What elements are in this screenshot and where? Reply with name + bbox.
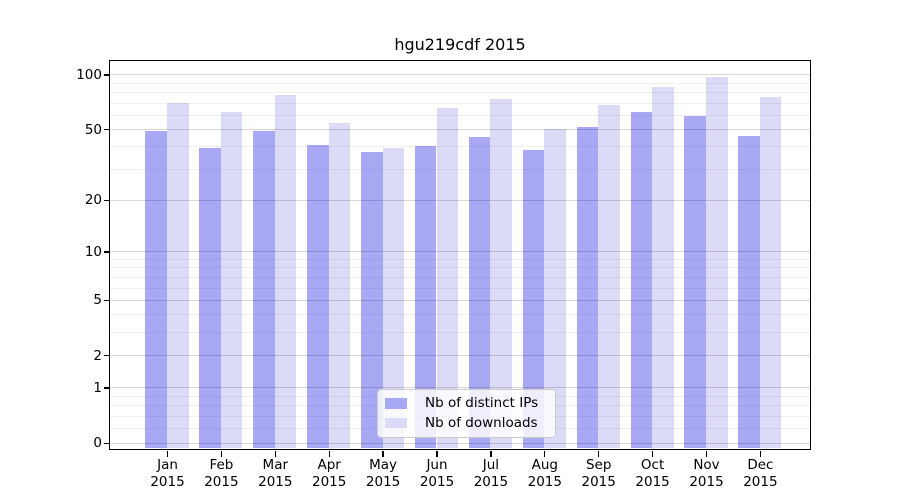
bar-downloads-jul [490,99,512,449]
x-tick-year: 2015 [150,473,185,490]
x-tick-label: Oct 2015 [621,457,685,490]
x-tick-mark [544,450,546,457]
x-tick-year: 2015 [419,473,455,490]
y-tick-mark [103,128,110,131]
x-tick-label: May 2015 [351,457,415,490]
x-tick-year: 2015 [689,473,724,490]
bar-ips-nov [684,116,706,449]
x-tick-month: Feb [209,457,234,473]
x-tick-year: 2015 [258,473,293,490]
x-tick-month: Jun [426,457,448,473]
bar-downloads-mar [274,95,297,449]
bar-ips-oct [630,112,653,449]
bar-ips-dec [738,135,760,449]
x-tick-mark [490,450,492,457]
x-tick-year: 2015 [635,473,670,490]
bar-downloads-nov [706,76,728,449]
y-tick-mark [103,199,110,201]
legend-label-distinct-ips: Nb of distinct IPs [425,395,539,412]
y-tick-label: 10 [84,243,102,260]
legend: Nb of distinct IPs Nb of downloads [377,388,556,438]
x-tick-label: Jan 2015 [136,457,200,490]
x-tick-mark [436,450,438,457]
plot-area: Nb of distinct IPs Nb of downloads [109,59,811,450]
bar-downloads-jan [167,102,189,449]
bar-ips-sep [576,127,599,449]
y-tick-mark [103,251,110,253]
x-tick-label: Apr 2015 [297,457,361,490]
x-tick-month: May [369,457,398,473]
x-tick-year: 2015 [473,473,509,490]
x-tick-year: 2015 [365,473,401,490]
y-tick-label: 5 [93,292,102,309]
x-tick-month: Oct [640,457,665,473]
bar-ips-jun [414,146,437,449]
x-tick-month: Mar [262,457,289,473]
x-tick-year: 2015 [743,473,778,490]
bar-ips-mar [253,130,275,449]
x-tick-mark [598,450,600,457]
x-tick-label: Dec 2015 [728,457,792,490]
x-tick-mark [166,450,169,457]
x-tick-mark [220,450,223,457]
bar-ips-feb [199,148,221,449]
x-tick-label: Nov 2015 [675,457,739,490]
y-tick-label: 2 [93,347,102,364]
legend-swatch-distinct-ips [385,398,407,409]
y-tick-label: 0 [93,435,102,452]
x-tick-label: Jun 2015 [405,457,469,490]
bar-downloads-apr [328,122,351,449]
x-tick-month: Nov [693,457,720,473]
y-tick-mark [103,387,110,389]
x-tick-label: Sep 2015 [567,457,631,490]
y-tick-label: 50 [84,121,102,138]
x-tick-month: Sep [585,457,612,473]
bar-downloads-may [382,148,405,449]
legend-label-downloads: Nb of downloads [425,414,538,431]
x-tick-year: 2015 [204,473,239,490]
x-tick-month: Jan [157,457,178,473]
y-tick-mark [103,354,110,357]
x-tick-mark [274,450,276,457]
x-tick-mark [759,450,762,457]
x-tick-month: Dec [747,457,774,473]
x-tick-label: Aug 2015 [513,457,577,490]
bar-downloads-feb [220,112,243,449]
legend-swatch-downloads [385,417,407,428]
bar-ips-apr [307,144,329,449]
legend-item-distinct-ips: Nb of distinct IPs [385,394,547,414]
y-tick-label: 20 [84,192,102,209]
x-tick-month: Apr [317,457,341,473]
bar-downloads-jun [436,108,459,449]
x-tick-mark [328,450,330,457]
x-tick-label: Mar 2015 [243,457,307,490]
bar-ips-jul [468,137,491,449]
x-tick-year: 2015 [527,473,562,490]
y-tick-mark [103,74,110,76]
bar-downloads-sep [598,104,620,449]
x-tick-month: Jul [482,457,500,473]
x-tick-label: Jul 2015 [459,457,523,490]
x-tick-label: Feb 2015 [189,457,253,490]
bar-downloads-aug [544,129,566,449]
x-tick-year: 2015 [581,473,616,490]
x-tick-mark [651,450,654,457]
y-tick-label: 100 [76,66,102,83]
y-tick-mark [103,299,110,301]
x-tick-mark [705,450,708,457]
bar-downloads-oct [652,87,674,449]
bars-layer [110,61,810,449]
x-tick-month: Aug [531,457,558,473]
chart-title: hgu219cdf 2015 [394,35,526,54]
bar-downloads-dec [759,97,782,449]
bar-ips-aug [522,150,545,449]
y-tick-mark [103,442,110,444]
y-tick-label: 1 [93,379,102,396]
bar-ips-jan [145,130,167,449]
x-tick-mark [382,450,384,457]
x-tick-year: 2015 [312,473,347,490]
bar-ips-may [361,152,383,449]
legend-item-downloads: Nb of downloads [385,413,547,433]
